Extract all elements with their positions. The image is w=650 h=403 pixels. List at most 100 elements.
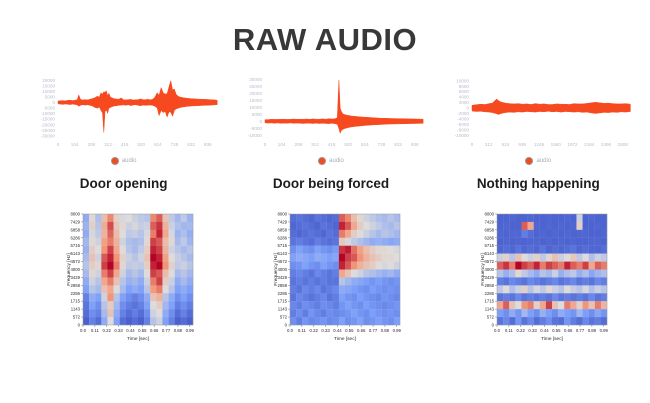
legend-label: audio (329, 158, 344, 164)
svg-text:0.44: 0.44 (541, 328, 550, 333)
svg-text:624: 624 (361, 142, 369, 147)
legend-label: audio (121, 158, 137, 164)
svg-text:Time [sec]: Time [sec] (334, 336, 356, 342)
svg-text:624: 624 (154, 142, 162, 147)
svg-text:0.22: 0.22 (310, 328, 319, 333)
svg-text:0.55: 0.55 (345, 328, 354, 333)
svg-text:0.0: 0.0 (80, 328, 87, 333)
svg-text:8000: 8000 (485, 212, 495, 217)
svg-text:4000: 4000 (277, 267, 287, 272)
legend: audio (525, 157, 551, 165)
svg-text:416: 416 (120, 142, 128, 147)
svg-text:0: 0 (467, 106, 470, 111)
spectrogram-panel-door-opening: 8000 7429 6858 6286 5715 5143 4572 4000 3429 2858… (22, 209, 226, 361)
svg-text:2858: 2858 (485, 283, 495, 288)
svg-text:Frequency [Hz]: Frequency [Hz] (480, 253, 486, 286)
svg-text:2184: 2184 (584, 142, 595, 147)
svg-text:0: 0 (77, 323, 80, 328)
svg-text:2000: 2000 (459, 100, 470, 105)
spectrogram-panel-door-being-forced: 8000 7429 6858 6286 5715 5143 4572 4000 3429 2858… (229, 209, 433, 361)
panel-label-nothing-happening: Nothing happening (476, 176, 600, 191)
svg-text:2858: 2858 (70, 283, 80, 288)
svg-text:4000: 4000 (485, 267, 495, 272)
svg-text:0.22: 0.22 (102, 328, 111, 333)
spectrogram-chart-nothing-happening: 8000 7429 6858 6286 5715 5143 4572 4000 3429 2858… (480, 212, 609, 343)
spectrogram-chart-door-being-forced: 8000 7429 6858 6286 5715 5143 4572 4000 3429 2858… (273, 212, 402, 343)
svg-text:208: 208 (294, 142, 302, 147)
waveform-panel-nothing-happening: 10000 8000 6000 4000 2000 0 -2000 -4000 -6000 -80… (436, 72, 640, 191)
spectrogram-panel-nothing-happening: 8000 7429 6858 6286 5715 5143 4572 4000 3429 2858… (436, 209, 640, 361)
legend-label: audio (536, 158, 552, 164)
svg-text:208: 208 (87, 142, 95, 147)
svg-text:3429: 3429 (70, 275, 80, 280)
svg-text:1715: 1715 (70, 299, 80, 304)
svg-text:0.44: 0.44 (333, 328, 342, 333)
svg-text:5715: 5715 (485, 243, 495, 248)
svg-text:312: 312 (485, 142, 493, 147)
svg-text:0: 0 (259, 119, 262, 124)
waveform-chart-door-opening: 20000150001000050000-5000-10000-15000-20… (40, 78, 218, 147)
svg-text:7429: 7429 (70, 219, 80, 224)
legend: audio (318, 157, 344, 165)
waveform-panel-door-being-forced: 30000 25000 20000 15000 10000 5000 0 -5000 -1000… (229, 72, 433, 191)
waveform-panel-door-opening: 20000 15000 10000 5000 0 -5000 -10000 -15000 -20… (22, 72, 226, 191)
svg-text:1560: 1560 (551, 142, 562, 147)
svg-text:728: 728 (170, 142, 178, 147)
svg-text:624: 624 (502, 142, 510, 147)
svg-text:0.55: 0.55 (138, 328, 147, 333)
svg-text:0.77: 0.77 (576, 328, 585, 333)
spectrogram-chart-door-opening: 8000 7429 6858 6286 5715 5143 4572 4000 3429 2858… (66, 212, 195, 343)
svg-text:0.0: 0.0 (287, 328, 294, 333)
svg-text:0.88: 0.88 (381, 328, 390, 333)
svg-text:10000: 10000 (249, 105, 262, 110)
waveform-chart-door-being-forced: 30000 25000 20000 15000 10000 5000 0 -5000 -1000… (248, 77, 424, 147)
panel-label-door-opening: Door opening (79, 176, 168, 191)
svg-text:936: 936 (411, 142, 419, 147)
svg-text:936: 936 (519, 142, 527, 147)
svg-text:0.22: 0.22 (517, 328, 526, 333)
svg-text:520: 520 (137, 142, 145, 147)
svg-text:Time [sec]: Time [sec] (541, 336, 563, 342)
svg-text:-2000: -2000 (458, 111, 470, 116)
svg-text:832: 832 (187, 142, 195, 147)
svg-text:0.11: 0.11 (298, 328, 307, 333)
svg-text:8000: 8000 (70, 212, 80, 217)
svg-text:1248: 1248 (534, 142, 545, 147)
svg-text:0: 0 (285, 323, 288, 328)
legend-marker-icon (110, 157, 119, 165)
svg-text:3429: 3429 (277, 275, 287, 280)
svg-text:25000: 25000 (249, 84, 262, 89)
svg-text:Time [sec]: Time [sec] (127, 336, 149, 342)
svg-text:-5000: -5000 (250, 126, 262, 131)
svg-text:-5000: -5000 (43, 106, 55, 111)
svg-text:728: 728 (378, 142, 386, 147)
svg-text:0.99: 0.99 (600, 328, 609, 333)
svg-text:-10000: -10000 (248, 133, 263, 138)
svg-text:-10000: -10000 (455, 133, 470, 138)
waveform-chart-nothing-happening: 1000080006000400020000-2000-4000-6000-80… (455, 78, 631, 147)
svg-text:0.88: 0.88 (588, 328, 597, 333)
svg-text:6000: 6000 (459, 89, 470, 94)
svg-text:15000: 15000 (42, 83, 55, 88)
svg-text:15000: 15000 (249, 98, 262, 103)
svg-text:0.77: 0.77 (162, 328, 171, 333)
svg-text:0: 0 (52, 100, 55, 105)
svg-text:0.33: 0.33 (529, 328, 538, 333)
spectrogram-row: 8000 7429 6858 6286 5715 5143 4572 4000 3429 2858… (0, 209, 650, 361)
svg-text:-6000: -6000 (458, 122, 470, 127)
legend: audio (110, 157, 137, 165)
svg-text:20000: 20000 (42, 78, 55, 83)
svg-text:0.66: 0.66 (357, 328, 366, 333)
svg-text:10000: 10000 (457, 78, 470, 83)
svg-text:8000: 8000 (277, 212, 287, 217)
svg-text:6858: 6858 (277, 227, 287, 232)
svg-text:-30000: -30000 (40, 133, 55, 138)
svg-text:-10000: -10000 (40, 111, 55, 116)
svg-text:0: 0 (264, 142, 267, 147)
svg-text:0: 0 (492, 323, 495, 328)
svg-text:2808: 2808 (618, 142, 629, 147)
svg-text:0.88: 0.88 (173, 328, 182, 333)
svg-text:1143: 1143 (70, 307, 80, 312)
svg-text:520: 520 (344, 142, 352, 147)
